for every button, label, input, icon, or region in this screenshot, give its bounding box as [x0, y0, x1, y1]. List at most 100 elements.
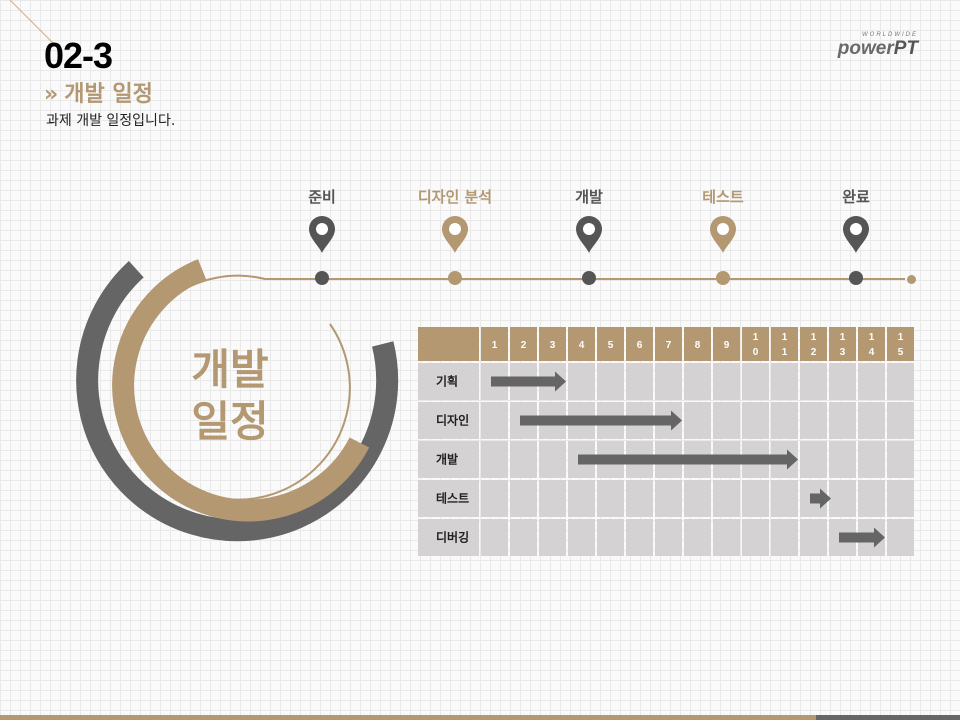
gantt-cell: [713, 519, 740, 556]
gantt-row-label-cell: [418, 519, 479, 556]
gantt-cell: [481, 480, 508, 517]
bottom-bar-gold: [0, 715, 816, 720]
gantt-header-number: 2: [811, 347, 817, 358]
map-pin-icon: [843, 216, 869, 253]
section-title: » 개발 일정: [44, 82, 153, 108]
gantt-header-number: 3: [840, 347, 846, 358]
gantt-cell: [626, 519, 653, 556]
gantt-cell: [858, 480, 885, 517]
map-pin-icon: [442, 216, 468, 253]
gantt-header-number: 4: [869, 347, 875, 358]
gantt-cell: [829, 441, 856, 478]
gantt-header-number: 4: [579, 340, 585, 351]
gantt-cell: [742, 480, 769, 517]
gantt-cell: [655, 519, 682, 556]
brand-logo: WORLDWIDE powerPT: [818, 32, 918, 59]
gantt-cell: [771, 480, 798, 517]
gantt-header-number: 1: [811, 332, 817, 343]
gantt-header-number: 8: [695, 340, 701, 351]
gantt-cell: [742, 402, 769, 439]
slide-number: 02-3: [44, 35, 113, 76]
gantt-task-arrow: [491, 371, 566, 392]
gantt-cell: [626, 363, 653, 400]
gantt-header-number: 0: [753, 347, 759, 358]
gantt-header-cell: [800, 327, 827, 361]
gantt-cell: [800, 519, 827, 556]
middle-gold-arc: [112, 259, 370, 522]
section-description: 과제 개발 일정입니다.: [46, 113, 176, 129]
gantt-header-number: 7: [666, 340, 672, 351]
bottom-bar-gray: [816, 715, 960, 720]
gantt-header-number: 1: [492, 340, 498, 351]
gantt-cell: [800, 441, 827, 478]
gantt-cell: [684, 402, 711, 439]
phase-label: 개발: [575, 188, 603, 206]
gantt-cell: [829, 402, 856, 439]
gantt-cell: [742, 519, 769, 556]
gantt-header-cell: [713, 327, 740, 361]
gantt-header-number: 1: [840, 332, 846, 343]
map-pin-icon: [309, 216, 335, 253]
gantt-header-number: 5: [898, 347, 904, 358]
gantt-cell: [800, 402, 827, 439]
map-pin-icon: [710, 216, 736, 253]
gantt-header-cell: [829, 327, 856, 361]
gantt-cell: [858, 402, 885, 439]
gantt-cell: [713, 480, 740, 517]
gantt-task-name: 디자인: [436, 413, 469, 428]
gantt-header-number: 1: [753, 332, 759, 343]
gantt-cell: [568, 519, 595, 556]
gantt-header-label-cell: [418, 327, 479, 361]
gantt-cell: [771, 363, 798, 400]
double-chevron-icon: »: [44, 82, 59, 107]
gantt-cell: [597, 480, 624, 517]
gantt-cell: [626, 480, 653, 517]
gantt-header-number: 3: [550, 340, 556, 351]
gantt-header-cell: [655, 327, 682, 361]
gantt-task-name: 기획: [436, 374, 458, 389]
gantt-header-number: 1: [782, 347, 788, 358]
gantt-cell: [510, 441, 537, 478]
phase-label: 준비: [308, 188, 336, 206]
timeline-dot: [716, 271, 730, 285]
gantt-cell: [858, 441, 885, 478]
gantt-header-cell: [481, 327, 508, 361]
timeline-dot: [582, 271, 596, 285]
gantt-cell: [481, 441, 508, 478]
gantt-header-cell: [510, 327, 537, 361]
gantt-header-cell: [887, 327, 914, 361]
gantt-task-arrow: [839, 527, 885, 548]
timeline-dot: [448, 271, 462, 285]
gantt-cell: [771, 402, 798, 439]
gantt-cell: [655, 480, 682, 517]
map-pin-icon: [576, 216, 602, 253]
gantt-cell: [829, 480, 856, 517]
gantt-cell: [742, 363, 769, 400]
gantt-cell: [829, 363, 856, 400]
gantt-header-number: 5: [608, 340, 614, 351]
gantt-task-name: 개발: [436, 452, 458, 467]
gantt-task-arrow: [578, 449, 798, 470]
corner-decoration: [9, 0, 57, 47]
brand-tagline: WORLDWIDE: [862, 32, 918, 38]
gantt-row-label-cell: [418, 480, 479, 517]
gantt-cell: [568, 480, 595, 517]
gantt-header-number: 1: [898, 332, 904, 343]
gantt-header-number: 1: [869, 332, 875, 343]
gantt-cell: [887, 480, 914, 517]
gantt-header-cell: [771, 327, 798, 361]
gantt-header-number: 6: [637, 340, 643, 351]
gantt-header-cell: [539, 327, 566, 361]
gantt-cell: [684, 519, 711, 556]
section-title-text: 개발 일정: [64, 82, 153, 107]
gantt-cell: [713, 402, 740, 439]
phase-label: 테스트: [702, 188, 744, 206]
gantt-cell: [858, 363, 885, 400]
brand-name: powerPT: [818, 39, 918, 59]
gantt-header-cell: [597, 327, 624, 361]
gantt-header-cell: [858, 327, 885, 361]
gantt-cell: [887, 441, 914, 478]
phase-label: 완료: [842, 188, 870, 206]
gantt-cell: [771, 519, 798, 556]
